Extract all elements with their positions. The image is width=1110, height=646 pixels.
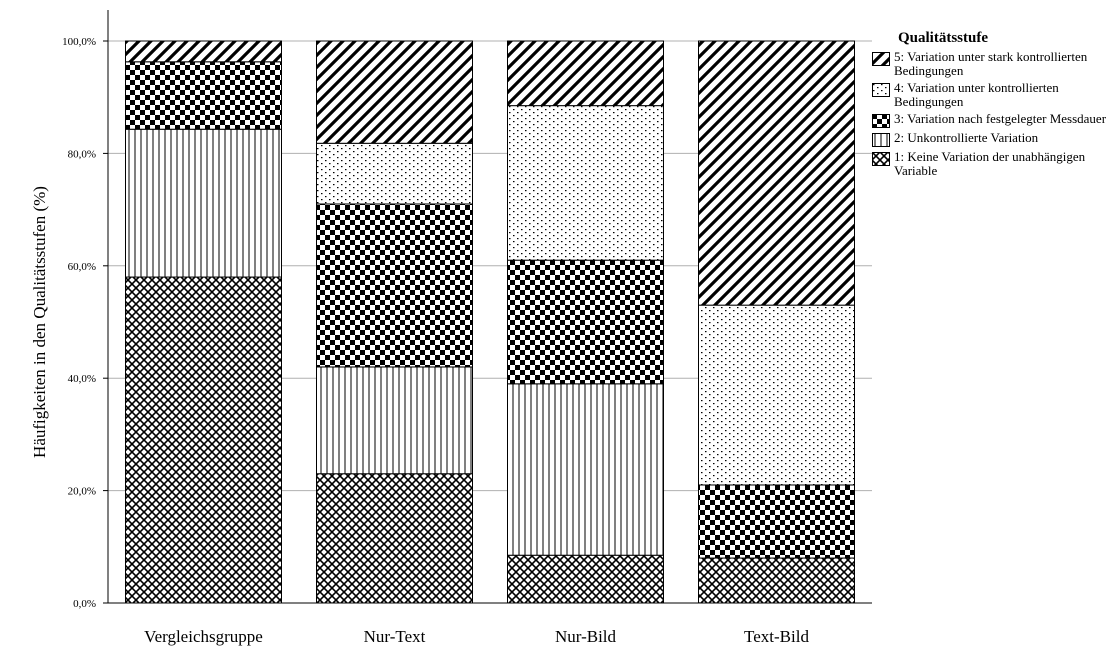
bar-segment xyxy=(125,128,282,278)
bar-segment xyxy=(316,40,473,144)
legend: Qualitätsstufe 5: Variation unter stark … xyxy=(872,30,1108,181)
legend-label: 2: Unkontrollierte Variation xyxy=(894,130,1039,145)
legend-label: 4: Variation unter kontrollierten Beding… xyxy=(894,80,1059,109)
x-tick-label: Vergleichsgruppe xyxy=(144,627,263,646)
bar-segment xyxy=(316,366,473,475)
y-tick-label: 20,0% xyxy=(68,486,96,498)
bar-segment xyxy=(125,61,282,130)
x-tick-label: Nur-Text xyxy=(364,627,426,646)
legend-items: 5: Variation unter stark kontrollierten … xyxy=(872,50,1108,178)
legend-item: 2: Unkontrollierte Variation xyxy=(872,131,1108,147)
legend-label: 3: Variation nach festgelegter Messdauer xyxy=(894,111,1107,126)
bar-segment xyxy=(698,304,855,486)
bar-segment xyxy=(698,557,855,604)
bar-segment xyxy=(698,40,855,306)
legend-swatch xyxy=(872,152,890,166)
legend-label: 1: Keine Variation der unabhängigen Vari… xyxy=(894,149,1086,178)
legend-label: 5: Variation unter stark kontrollierten … xyxy=(894,49,1088,78)
bar-segment xyxy=(316,203,473,368)
x-tick-label: Nur-Bild xyxy=(555,627,617,646)
bar-segment xyxy=(125,40,282,63)
y-tick-label: 40,0% xyxy=(68,373,96,385)
x-tick-label: Text-Bild xyxy=(744,627,809,646)
y-tick-label: 80,0% xyxy=(68,148,96,160)
y-tick-label: 60,0% xyxy=(68,261,96,273)
legend-item: 1: Keine Variation der unabhängigen Vari… xyxy=(872,150,1108,178)
axes: 0,0% 20,0% 40,0% 60,0% 80,0% 100,0% Vergleichs… xyxy=(62,10,872,646)
y-tick-label: 100,0% xyxy=(62,36,96,48)
bar-segment xyxy=(507,554,664,604)
legend-swatch xyxy=(872,83,890,97)
bar-segment xyxy=(316,473,473,604)
legend-swatch xyxy=(872,114,890,128)
y-axis-title: Häufigkeiten in den Qualitätsstufen (%) xyxy=(30,186,49,458)
legend-title: Qualitätsstufe xyxy=(898,30,988,46)
bar-segment xyxy=(125,276,282,604)
bar-segment xyxy=(698,484,855,559)
legend-item: 5: Variation unter stark kontrollierten … xyxy=(872,50,1108,78)
bar-segment xyxy=(507,105,664,261)
bar-segment xyxy=(316,142,473,205)
legend-swatch xyxy=(872,52,890,66)
legend-swatch xyxy=(872,133,890,147)
bars xyxy=(125,40,855,604)
legend-item: 4: Variation unter kontrollierten Beding… xyxy=(872,81,1108,109)
legend-item: 3: Variation nach festgelegter Messdauer xyxy=(872,112,1108,128)
bar-segment xyxy=(507,259,664,385)
y-tick-label: 0,0% xyxy=(73,598,96,610)
bar-segment xyxy=(507,40,664,107)
bar-segment xyxy=(507,383,664,556)
